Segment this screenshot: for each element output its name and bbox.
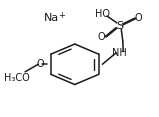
- Text: Na: Na: [44, 13, 59, 23]
- Text: O: O: [98, 32, 105, 42]
- Text: +: +: [58, 11, 65, 20]
- Text: O: O: [36, 59, 44, 69]
- Text: NH: NH: [112, 48, 127, 58]
- Text: O: O: [135, 13, 142, 23]
- Text: HO: HO: [95, 9, 110, 19]
- Text: H₃CO: H₃CO: [4, 73, 30, 83]
- Text: S: S: [116, 21, 123, 31]
